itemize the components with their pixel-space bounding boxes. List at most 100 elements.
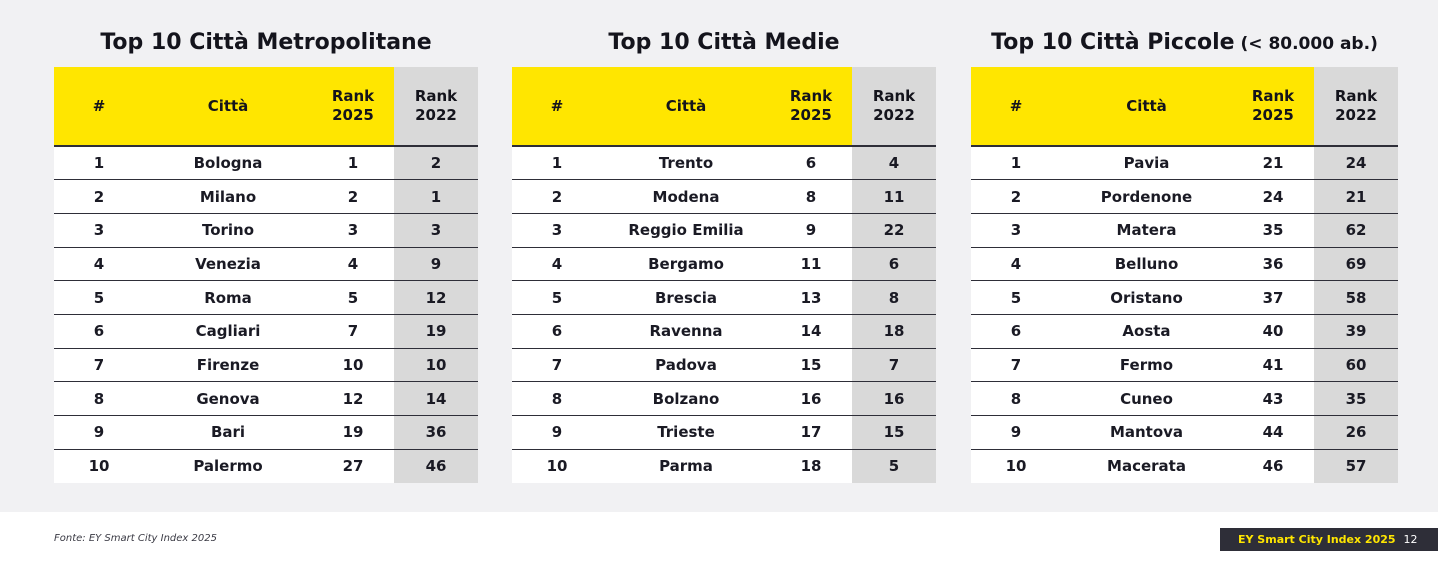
rank-2025: 11 — [770, 247, 852, 282]
rank-2025: 15 — [770, 348, 852, 383]
table-title: Top 10 Città Piccole (< 80.000 ab.) — [971, 30, 1398, 58]
rank-2022: 39 — [1314, 314, 1398, 349]
city-name: Milano — [144, 179, 312, 214]
table-row: 3 Torino 3 3 — [54, 213, 478, 248]
row-number: 8 — [54, 381, 144, 416]
table-header-row: # Città Rank 2025 Rank 2022 — [971, 67, 1398, 147]
rank-2022: 19 — [394, 314, 478, 349]
table-row: 5 Roma 5 12 — [54, 280, 478, 315]
row-number: 10 — [88, 457, 110, 476]
rank-2025: 27 — [342, 457, 364, 476]
rank-2022: 22 — [852, 213, 936, 248]
header-rank-2025: Rank 2025 — [770, 67, 852, 147]
city-name: Roma — [144, 280, 312, 315]
content-panel: Top 10 Città Metropolitane # Città Rank … — [0, 0, 1438, 512]
header-rank-2022: Rank 2022 — [852, 67, 936, 147]
row-number: 4 — [971, 247, 1061, 282]
row-number: 10 — [546, 457, 568, 476]
city-name: Aosta — [1061, 314, 1232, 349]
rank-2022: 11 — [852, 179, 936, 214]
rank-2022: 24 — [1314, 146, 1398, 181]
row-number: 8 — [971, 381, 1061, 416]
header-rank-2025: Rank 2025 — [312, 67, 394, 147]
rank-2025: 19 — [312, 415, 394, 450]
row-number: 1 — [512, 146, 602, 181]
rank-2025: 3 — [312, 213, 394, 248]
rank-2025: 8 — [770, 179, 852, 214]
row-number: 3 — [512, 213, 602, 248]
table-row: 8 Bolzano 16 16 — [512, 381, 936, 416]
rank-2022: 35 — [1314, 381, 1398, 416]
row-number: 2 — [54, 179, 144, 214]
row-number: 7 — [54, 348, 144, 383]
rank-2022: 60 — [1314, 348, 1398, 383]
rank-2025: 44 — [1232, 415, 1314, 450]
rank-2022: 4 — [852, 146, 936, 181]
rank-2025: 41 — [1232, 348, 1314, 383]
row-number: 1 — [54, 146, 144, 181]
table-row: 10 Macerata 46 57 — [971, 449, 1398, 483]
table-row: 3 Reggio Emilia 9 22 — [512, 213, 936, 248]
rank-2022: 69 — [1314, 247, 1398, 282]
rank-2022: 16 — [852, 381, 936, 416]
row-number: 9 — [54, 415, 144, 450]
table-row: 2 Modena 8 11 — [512, 179, 936, 214]
city-name: Bolzano — [602, 381, 770, 416]
row-number: 5 — [512, 280, 602, 315]
table-row: 4 Venezia 4 9 — [54, 247, 478, 282]
row-number: 2 — [512, 179, 602, 214]
rank-2025: 14 — [770, 314, 852, 349]
city-name: Mantova — [1061, 415, 1232, 450]
rank-2025: 18 — [800, 457, 822, 476]
row-number: 7 — [971, 348, 1061, 383]
table-row: 7 Firenze 10 10 — [54, 348, 478, 383]
rank-2025: 35 — [1232, 213, 1314, 248]
row-number: 9 — [971, 415, 1061, 450]
row-number: 8 — [512, 381, 602, 416]
city-name: Cagliari — [144, 314, 312, 349]
title-suffix: (< 80.000 ab.) — [1234, 34, 1378, 54]
rank-2022: 3 — [394, 213, 478, 248]
rank-2025: 16 — [770, 381, 852, 416]
rank-2022: 5 — [852, 449, 936, 483]
rank-2025: 40 — [1232, 314, 1314, 349]
row-number: 5 — [54, 280, 144, 315]
title-text: Top 10 Città Metropolitane — [100, 30, 432, 55]
ranking-table-medie: # Città Rank 2025 Rank 2022 1 Trento 6 4 2 Mo… — [512, 67, 936, 483]
rank-2025: 5 — [312, 280, 394, 315]
rank-2025: 1 — [312, 146, 394, 181]
city-name: Pordenone — [1061, 179, 1232, 214]
rank-2022: 46 — [394, 449, 478, 483]
city-name: Trento — [602, 146, 770, 181]
row-number: 3 — [971, 213, 1061, 248]
rank-2025: 10 — [312, 348, 394, 383]
city-name: Fermo — [1061, 348, 1232, 383]
header-num: # — [512, 67, 602, 147]
table-row: 10 Palermo 27 46 — [54, 449, 478, 483]
city-name: Trieste — [602, 415, 770, 450]
city-name: Firenze — [144, 348, 312, 383]
rank-2025: 7 — [312, 314, 394, 349]
table-row: 6 Ravenna 14 18 — [512, 314, 936, 349]
rank-2022: 12 — [394, 280, 478, 315]
rank-2022: 18 — [852, 314, 936, 349]
table-row: 5 Brescia 13 8 — [512, 280, 936, 315]
header-num: # — [54, 67, 144, 147]
rank-2022: 6 — [852, 247, 936, 282]
title-text: Top 10 Città Medie — [608, 30, 840, 55]
row-number: 5 — [971, 280, 1061, 315]
table-title: Top 10 Città Metropolitane — [54, 30, 478, 58]
rank-2022: 58 — [1314, 280, 1398, 315]
rank-2022: 26 — [1314, 415, 1398, 450]
rank-2025: 9 — [770, 213, 852, 248]
rank-2022: 57 — [1314, 449, 1398, 483]
source-note: Fonte: EY Smart City Index 2025 — [54, 533, 217, 544]
table-row: 8 Cuneo 43 35 — [971, 381, 1398, 416]
city-name: Pavia — [1061, 146, 1232, 181]
rank-2025: 13 — [770, 280, 852, 315]
row-number: 2 — [971, 179, 1061, 214]
city-name: Belluno — [1061, 247, 1232, 282]
table-row: 10 Parma 18 5 — [512, 449, 936, 483]
footer-brand: EY Smart City Index 2025 — [1238, 533, 1396, 546]
row-number: 6 — [512, 314, 602, 349]
